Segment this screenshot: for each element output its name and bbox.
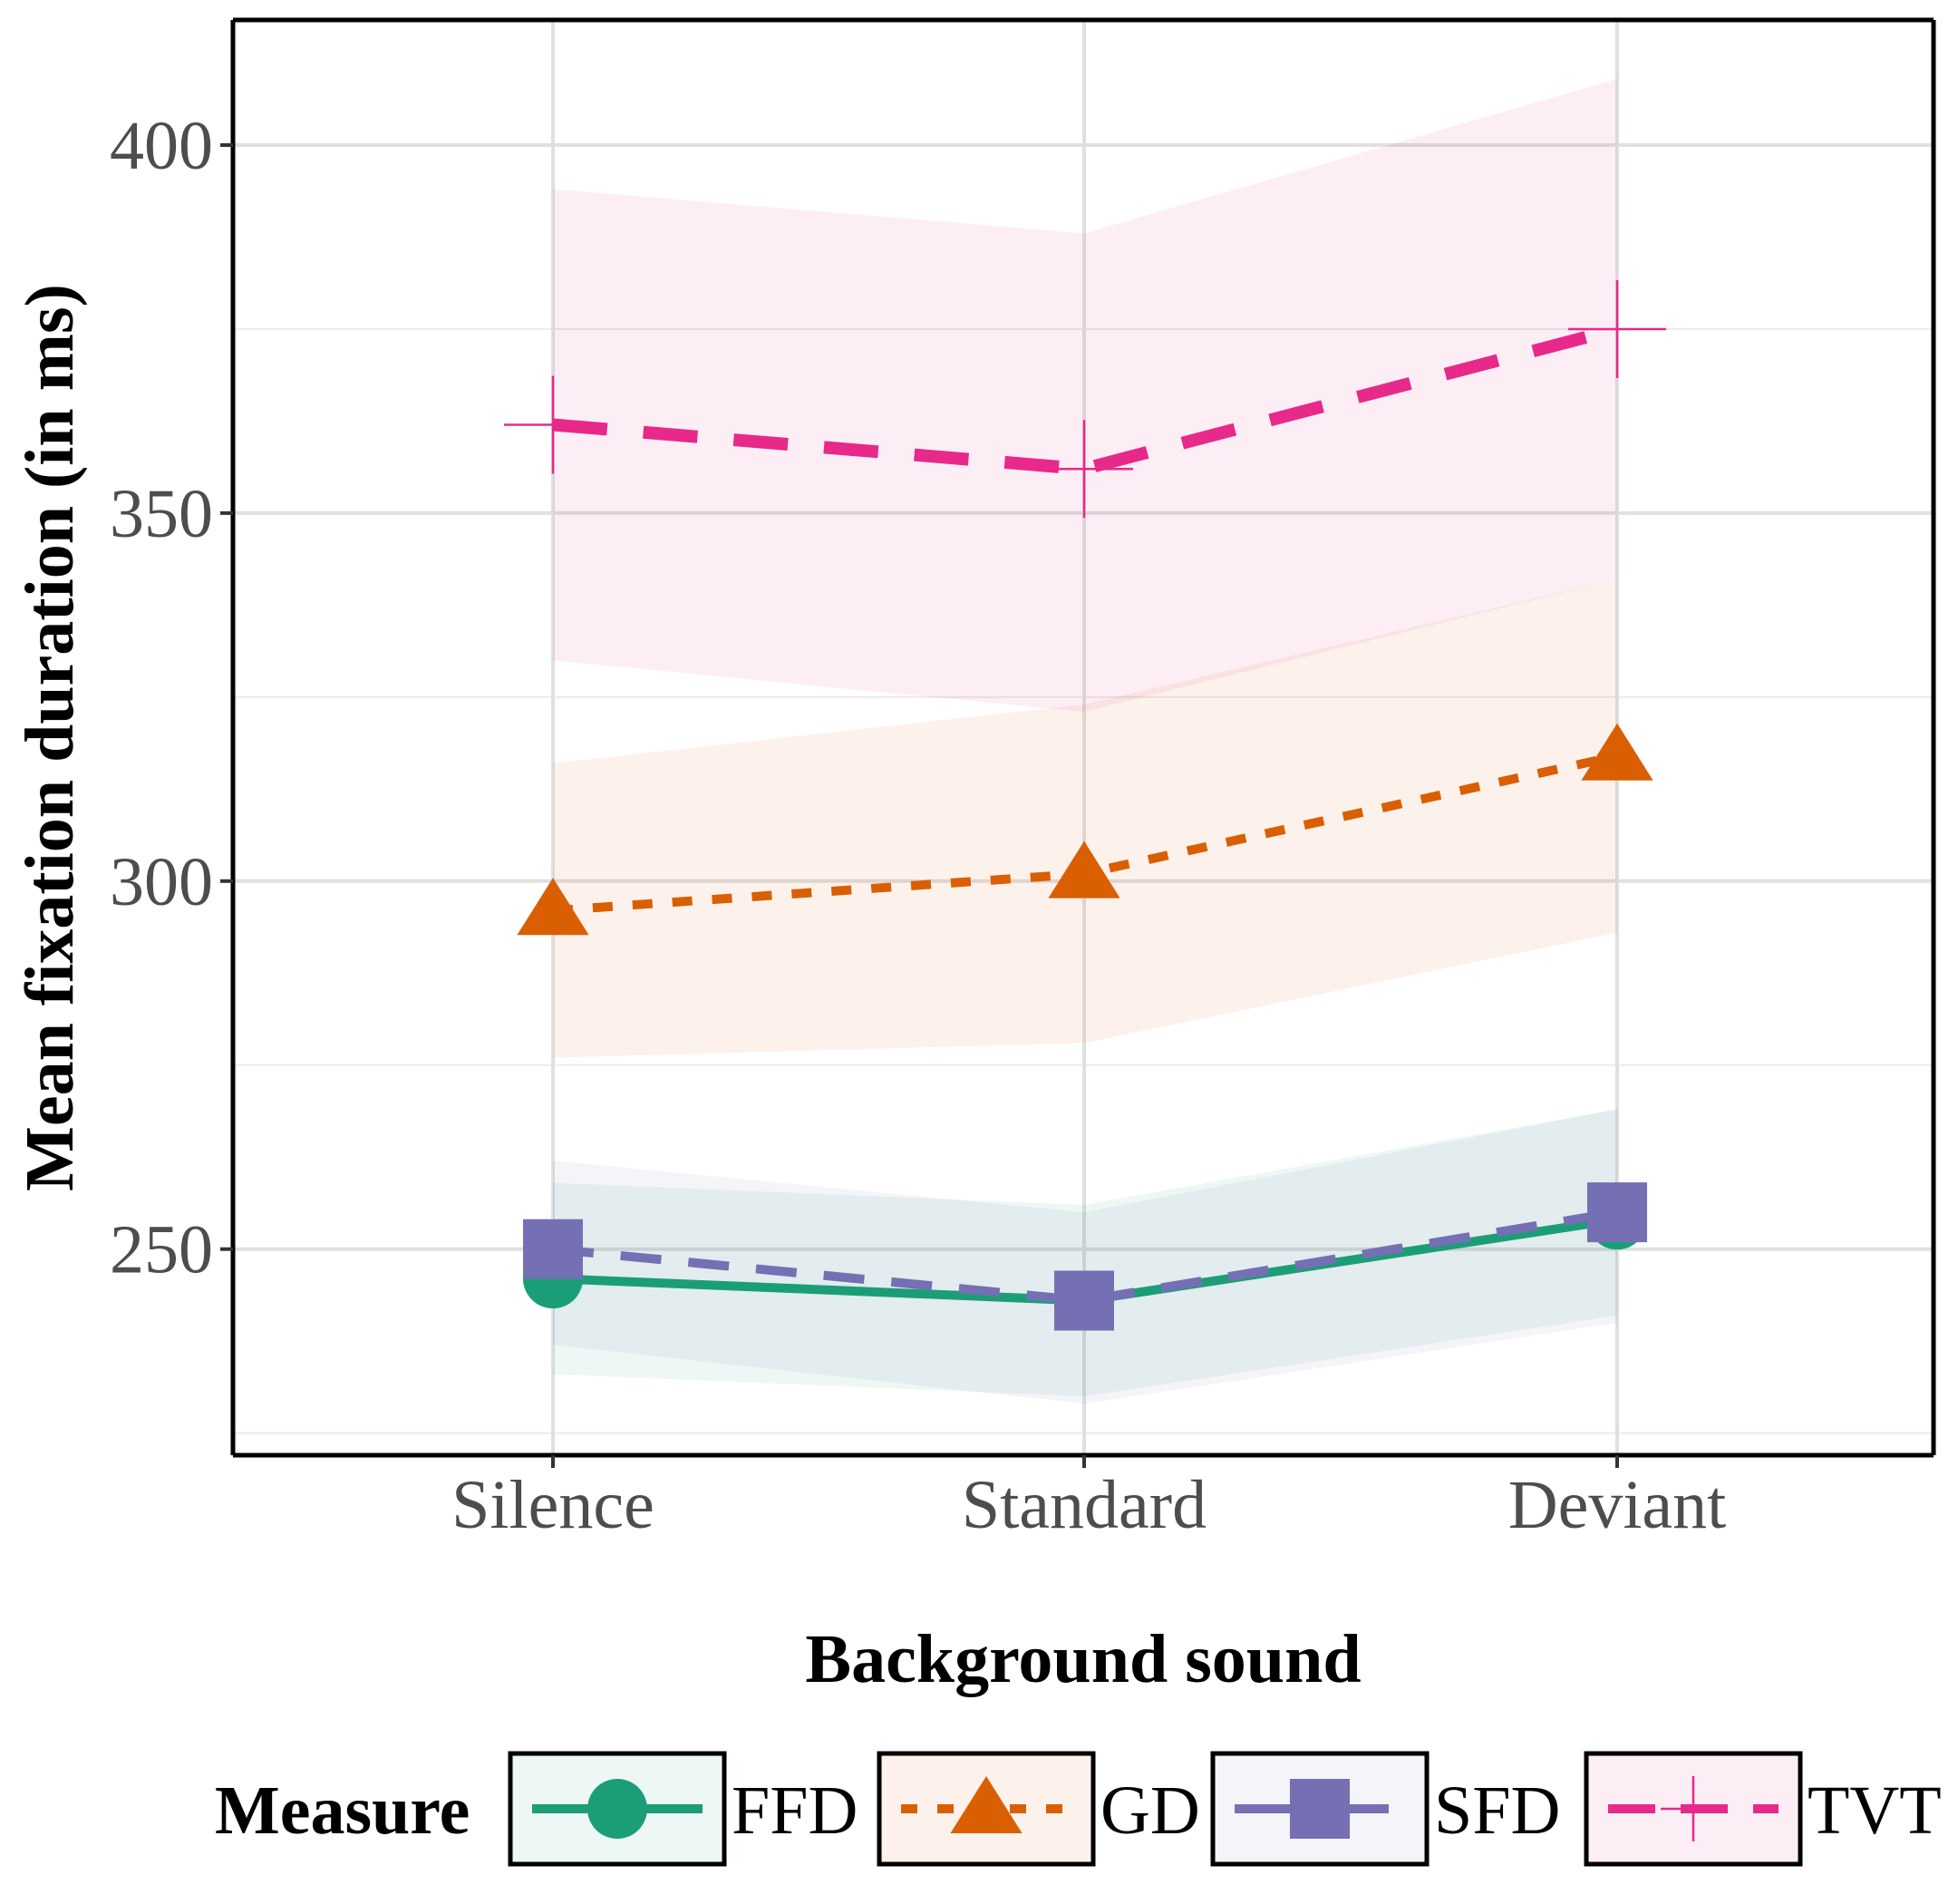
- marker-gd-silence: [517, 878, 589, 936]
- series-line-sfd: [552, 1208, 1618, 1306]
- axes: 250 300 350 400 Silence Standard Deviant: [110, 17, 1936, 1543]
- band-tvt: [553, 78, 1617, 713]
- legend: Measure FFD GD SFD TVT: [215, 1751, 1942, 1867]
- marker-gd-deviant: [1581, 723, 1653, 781]
- legend-item-tvt: TVT: [1584, 1751, 1942, 1867]
- y-tick-label: 400: [110, 108, 213, 184]
- x-tick-label-standard: Standard: [962, 1467, 1207, 1543]
- band-ffd: [553, 1109, 1617, 1397]
- confidence-bands: [553, 78, 1617, 1404]
- marker-tvt-deviant: [1568, 279, 1666, 378]
- y-tick-label: 300: [110, 844, 213, 920]
- y-tick-label: 250: [110, 1212, 213, 1288]
- legend-label-gd: GD: [1100, 1773, 1200, 1849]
- legend-key-marker: [1661, 1776, 1726, 1841]
- legend-label-tvt: TVT: [1808, 1773, 1942, 1849]
- band-gd: [553, 578, 1617, 1058]
- legend-item-ffd: FFD: [508, 1751, 858, 1867]
- x-tick-label-silence: Silence: [451, 1467, 654, 1543]
- marker-sfd-standard: [1054, 1270, 1114, 1331]
- legend-item-sfd: SFD: [1210, 1751, 1560, 1867]
- marker-tvt-standard: [1035, 420, 1133, 519]
- legend-key-marker: [1290, 1779, 1350, 1839]
- y-axis-title: Mean fixation duration (in ms): [12, 284, 88, 1191]
- legend-key-marker: [950, 1776, 1023, 1833]
- marker-gd-standard: [1048, 840, 1120, 899]
- legend-label-ffd: FFD: [732, 1773, 858, 1849]
- series-markers: [504, 279, 1666, 1331]
- legend-key-marker: [587, 1779, 647, 1839]
- legend-item-gd: GD: [877, 1751, 1200, 1867]
- marker-tvt-silence: [504, 375, 602, 474]
- band-sfd: [553, 1109, 1617, 1404]
- legend-title: Measure: [215, 1773, 470, 1849]
- y-tick-label: 350: [110, 476, 213, 552]
- marker-sfd-deviant: [1587, 1182, 1647, 1243]
- x-tick-label-deviant: Deviant: [1508, 1467, 1727, 1543]
- x-axis-title: Background sound: [805, 1621, 1361, 1697]
- marker-sfd-silence: [523, 1219, 583, 1279]
- legend-label-sfd: SFD: [1434, 1773, 1560, 1849]
